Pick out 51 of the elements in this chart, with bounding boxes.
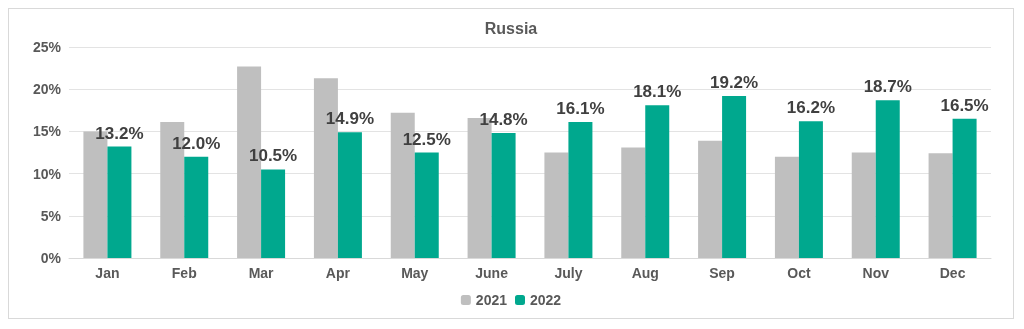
x-tick-label: Nov (862, 265, 890, 281)
bar (722, 95, 747, 258)
bar (107, 146, 132, 258)
data-label: 13.2% (95, 123, 144, 143)
data-label: 18.7% (863, 77, 912, 97)
y-tick-label: 20% (32, 81, 62, 98)
x-tick-label: Oct (787, 265, 811, 281)
bar (928, 153, 953, 258)
data-label: 16.5% (940, 95, 989, 115)
x-tick-label: Apr (325, 265, 351, 281)
bar (184, 156, 209, 258)
bar (414, 152, 439, 258)
bar (698, 140, 723, 258)
y-tick-label: 5% (40, 207, 62, 224)
data-label: 18.1% (633, 82, 682, 102)
legend-label: 2021 (475, 292, 508, 308)
legend-label: 2022 (530, 292, 562, 308)
x-tick-label: May (401, 265, 429, 281)
y-tick-label: 15% (32, 123, 62, 140)
x-tick-label: Feb (171, 265, 197, 281)
data-label: 16.2% (786, 98, 836, 118)
bar (851, 152, 876, 258)
data-label: 14.9% (325, 109, 375, 129)
bar (645, 105, 670, 258)
bar (491, 133, 516, 258)
data-label: 10.5% (248, 146, 298, 166)
bar (568, 122, 593, 258)
x-tick-label: June (475, 265, 509, 281)
data-label: 12.0% (172, 133, 221, 153)
bar (798, 121, 823, 258)
data-label: 14.8% (479, 110, 528, 130)
bar (875, 100, 900, 258)
x-tick-label: July (554, 265, 583, 281)
y-tick-label: 10% (32, 165, 62, 182)
data-label: 19.2% (709, 72, 759, 92)
bar (337, 132, 362, 258)
bar (621, 147, 646, 258)
bar (952, 118, 977, 258)
x-tick-label: Dec (939, 265, 966, 281)
bar (544, 152, 569, 258)
y-tick-label: 25% (32, 39, 62, 55)
bar (261, 169, 286, 258)
chart-title: Russia (484, 19, 538, 37)
x-tick-label: Jan (95, 265, 120, 281)
data-label: 12.5% (402, 129, 451, 149)
bar (774, 156, 799, 258)
x-tick-label: Sep (709, 265, 735, 281)
x-tick-label: Aug (631, 265, 659, 281)
x-tick-label: Mar (248, 265, 275, 281)
y-tick-label: 0% (40, 250, 62, 266)
data-label: 16.1% (556, 99, 605, 119)
